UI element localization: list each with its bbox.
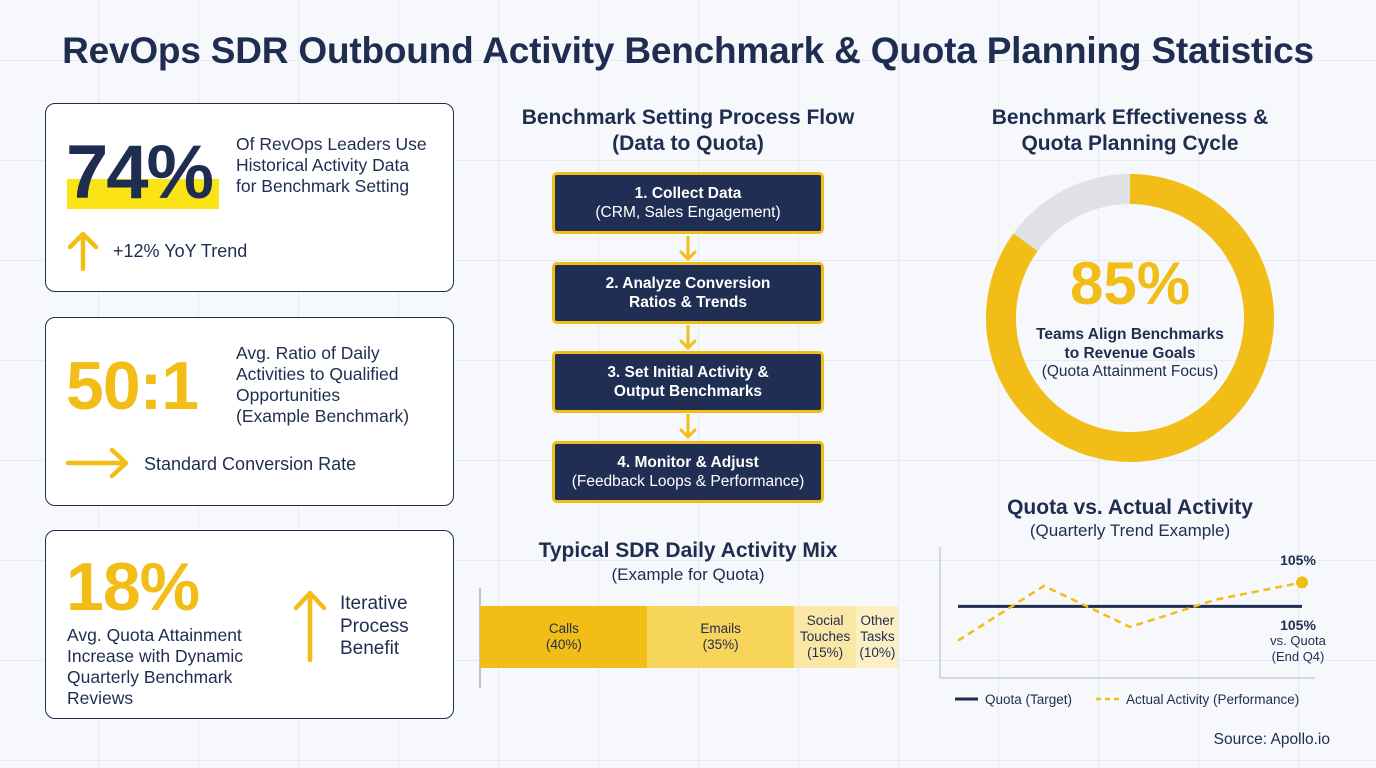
value-highlight — [67, 179, 219, 209]
activity-segment-social-touches: Social Touches (15%) — [793, 606, 857, 668]
quota-line-chart: Quota (Target) Actual Activity (Performan… — [939, 547, 1315, 707]
arrow-up-icon — [293, 590, 327, 662]
activity-mix-axis — [479, 588, 481, 688]
arrow-down-icon — [679, 236, 697, 261]
stat-trend-ratio: Standard Conversion Rate — [144, 454, 357, 474]
activity-mix-subtitle: (Example for Quota) — [611, 565, 765, 584]
stat-trend-iterative: Iterative Process Benefit — [340, 593, 409, 659]
activity-mix-bar: Calls (40%) Emails (35%) Social Touches (15%) O… — [480, 606, 899, 668]
series-actual-line — [957, 581, 1303, 642]
stat-value-74: 74% — [66, 130, 214, 215]
quota-end-note: 105% vs. Quota (End Q4) — [1270, 617, 1326, 664]
arrow-up-icon — [67, 231, 99, 271]
stat-value-18: 18% — [66, 549, 200, 625]
quota-chart-title: Quota vs. Actual Activity — [1007, 496, 1253, 519]
process-step-set-benchmarks: 3. Set Initial Activity & Output Benchma… — [552, 351, 824, 413]
donut-value: 85% — [1069, 250, 1191, 317]
stat-value-50-1: 50:1 — [66, 348, 199, 424]
legend-actual-label: Actual Activity (Performance) — [1126, 692, 1299, 707]
process-step-analyze: 2. Analyze Conversion Ratios & Trends — [552, 262, 824, 324]
process-flow-title: Benchmark Setting Process Flow (Data to … — [521, 106, 855, 155]
donut-sub: (Quota Attainment Focus) — [1041, 363, 1219, 380]
process-step-collect-data: 1. Collect Data (CRM, Sales Engagement) — [552, 172, 824, 234]
donut-slice-aligned — [986, 174, 1274, 462]
stat-card-quota-increase — [45, 530, 454, 719]
arrow-right-icon — [66, 447, 129, 479]
process-step-monitor: 4. Monitor & Adjust (Feedback Loops & Pe… — [552, 441, 824, 503]
stat-description-ratio: Avg. Ratio of Daily Activities to Qualif… — [236, 343, 410, 426]
activity-segment-other-tasks: Other Tasks (10%) — [856, 606, 899, 668]
stat-trend-74: +12% YoY Trend — [113, 241, 248, 261]
quota-end-label: 105% — [1280, 552, 1316, 568]
actual-end-point — [1296, 576, 1308, 589]
stat-description-quota-increase: Avg. Quota Attainment Increase with Dyna… — [67, 625, 244, 708]
arrow-down-icon — [679, 325, 697, 350]
donut-slice-remaining — [1013, 174, 1131, 252]
page-title: RevOps SDR Outbound Activity Benchmark &… — [62, 30, 1314, 71]
donut-caption: Teams Align Benchmarks to Revenue Goals — [1036, 326, 1224, 362]
activity-segment-emails: Emails (35%) — [647, 606, 794, 668]
donut-title: Benchmark Effectiveness & Quota Planning… — [991, 106, 1269, 155]
source-note: Source: Apollo.io — [1213, 731, 1330, 748]
arrow-down-icon — [679, 414, 697, 439]
stat-description-74: Of RevOps Leaders Use Historical Activit… — [236, 134, 427, 196]
activity-segment-calls: Calls (40%) — [480, 606, 648, 668]
benchmark-donut-chart — [986, 174, 1274, 462]
activity-mix-title: Typical SDR Daily Activity Mix — [538, 539, 838, 562]
legend-quota-label: Quota (Target) — [985, 692, 1072, 707]
quota-chart-subtitle: (Quarterly Trend Example) — [1029, 521, 1231, 540]
